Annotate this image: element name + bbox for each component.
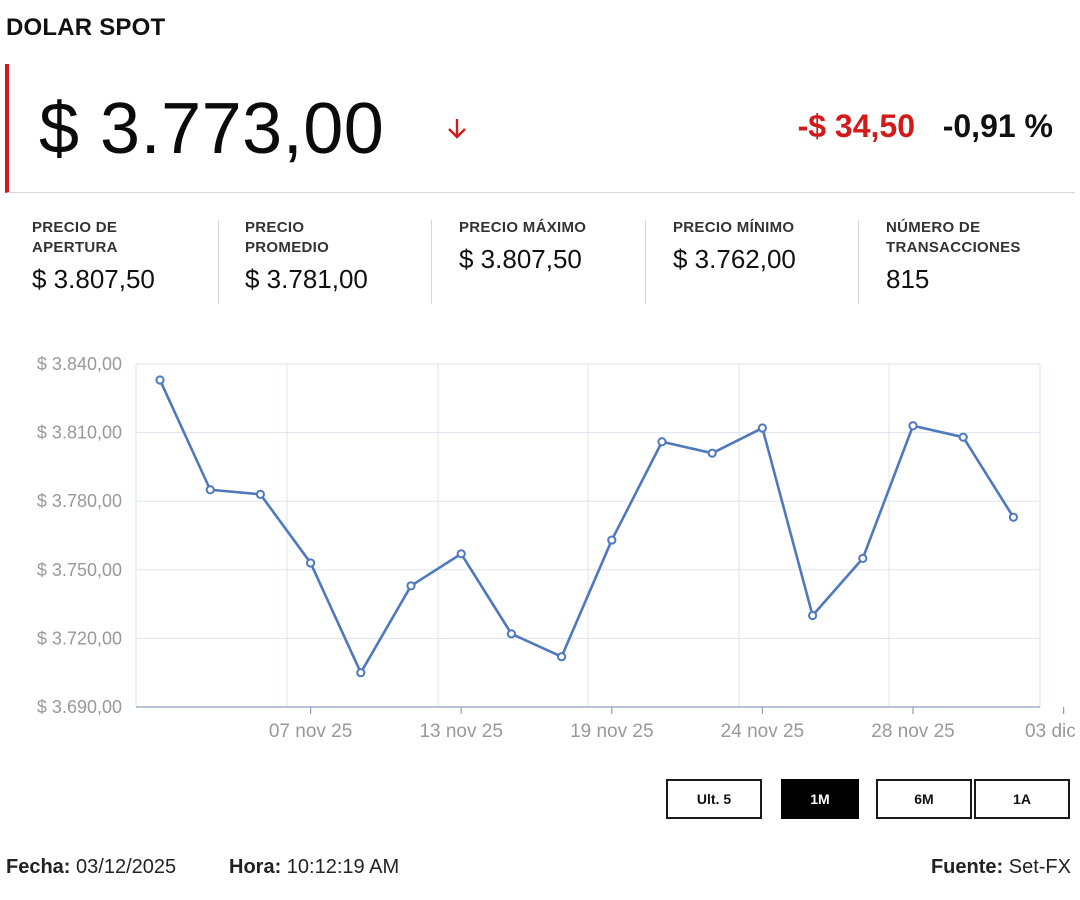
divider — [858, 220, 859, 304]
change-absolute: -$ 34,50 — [797, 108, 915, 144]
stats-row: PRECIO DE APERTURA $ 3.807,50 PRECIO PRO… — [0, 208, 1080, 308]
data-point[interactable] — [506, 629, 516, 639]
data-point[interactable] — [858, 553, 868, 563]
stat-max: PRECIO MÁXIMO $ 3.807,50 — [459, 218, 659, 275]
data-point[interactable] — [757, 423, 768, 433]
data-point[interactable] — [908, 421, 918, 431]
stat-value: $ 3.807,50 — [459, 244, 582, 274]
y-tick-label: $ 3.690,00 — [37, 697, 122, 717]
source-label: Fuente: — [930, 856, 1004, 878]
x-tick-label: 03 dic 25 — [1025, 721, 1080, 742]
divider — [218, 220, 219, 304]
x-tick-label: 24 nov 25 — [721, 721, 804, 742]
stat-value: 815 — [886, 264, 930, 294]
y-tick-label: $ 3.780,00 — [37, 491, 122, 511]
data-point[interactable] — [255, 489, 265, 499]
data-point[interactable] — [155, 375, 165, 385]
range-button-ult5[interactable]: Ult. 5 — [666, 779, 762, 819]
y-tick-label: $ 3.810,00 — [37, 423, 122, 443]
current-price: $ 3.773,00 — [39, 89, 385, 169]
y-tick-label: $ 3.750,00 — [37, 560, 122, 580]
divider — [431, 220, 432, 304]
stat-transactions: NÚMERO DE TRANSACCIONES 815 — [886, 218, 1080, 295]
footer-source: Fuente: Set-FX — [931, 856, 1071, 879]
stat-value: $ 3.762,00 — [673, 244, 796, 274]
range-button-6m[interactable]: 6M — [876, 779, 972, 819]
stat-label: NÚMERO DE TRANSACCIONES — [886, 219, 1021, 256]
price-line-chart: $ 3.840,00 $ 3.810,00 $ 3.780,00 $ 3.750,00… — [37, 354, 1080, 742]
stat-value: $ 3.807,50 — [32, 264, 155, 294]
page-title: DOLAR SPOT — [6, 14, 166, 41]
change-percent: -0,91 % — [942, 108, 1053, 144]
data-point[interactable] — [1008, 512, 1019, 522]
data-point[interactable] — [557, 652, 567, 662]
data-point[interactable] — [657, 437, 667, 447]
divider — [645, 220, 646, 304]
range-button-1a[interactable]: 1A — [974, 779, 1070, 819]
quote-panel: $ 3.773,00 -$ 34,50 -0,91 % — [5, 64, 1075, 193]
x-tick-label: 28 nov 25 — [871, 721, 954, 742]
time-label: Hora: — [229, 856, 282, 878]
footer-date: Fecha: 03/12/2025 — [6, 856, 176, 879]
time-value: 10:12:19 AM — [286, 856, 400, 878]
source-value: Set-FX — [1008, 856, 1071, 878]
data-point[interactable] — [808, 610, 818, 621]
arrow-down-icon — [448, 119, 466, 139]
stat-min: PRECIO MÍNIMO $ 3.762,00 — [673, 218, 873, 275]
data-point[interactable] — [707, 448, 717, 458]
stat-label: PRECIO MÍNIMO — [673, 219, 795, 236]
date-label: Fecha: — [6, 856, 71, 878]
data-point[interactable] — [205, 485, 215, 495]
x-tick-label: 19 nov 25 — [570, 721, 653, 742]
stat-label: PRECIO PROMEDIO — [245, 219, 330, 256]
stat-label: PRECIO MÁXIMO — [459, 219, 587, 236]
y-tick-label: $ 3.840,00 — [37, 354, 122, 374]
stat-opening: PRECIO DE APERTURA $ 3.807,50 — [32, 218, 232, 295]
x-tick-label: 07 nov 25 — [269, 721, 352, 742]
data-point[interactable] — [456, 549, 466, 559]
y-tick-label: $ 3.720,00 — [37, 628, 122, 648]
data-point[interactable] — [406, 581, 416, 591]
stat-average: PRECIO PROMEDIO $ 3.781,00 — [245, 218, 445, 295]
data-point[interactable] — [306, 558, 316, 568]
data-point[interactable] — [958, 432, 968, 442]
data-point[interactable] — [356, 668, 366, 678]
series-line — [158, 379, 1015, 675]
data-point[interactable] — [607, 535, 617, 545]
stat-label: PRECIO DE APERTURA — [32, 219, 118, 256]
date-value: 03/12/2025 — [76, 856, 177, 878]
footer-time: Hora: 10:12:19 AM — [229, 856, 399, 879]
x-tick-label: 13 nov 25 — [419, 721, 502, 742]
range-button-1m[interactable]: 1M — [781, 779, 859, 819]
stat-value: $ 3.781,00 — [245, 264, 368, 294]
